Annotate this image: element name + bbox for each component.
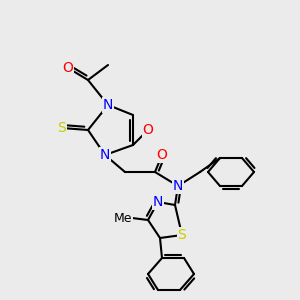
Text: Me: Me bbox=[113, 212, 132, 224]
Text: N: N bbox=[173, 179, 183, 193]
Text: O: O bbox=[142, 123, 153, 137]
Text: N: N bbox=[103, 98, 113, 112]
Text: S: S bbox=[58, 121, 66, 135]
Text: N: N bbox=[100, 148, 110, 162]
Text: S: S bbox=[178, 228, 186, 242]
Text: O: O bbox=[63, 61, 74, 75]
Text: O: O bbox=[157, 148, 167, 162]
Text: N: N bbox=[153, 195, 163, 209]
